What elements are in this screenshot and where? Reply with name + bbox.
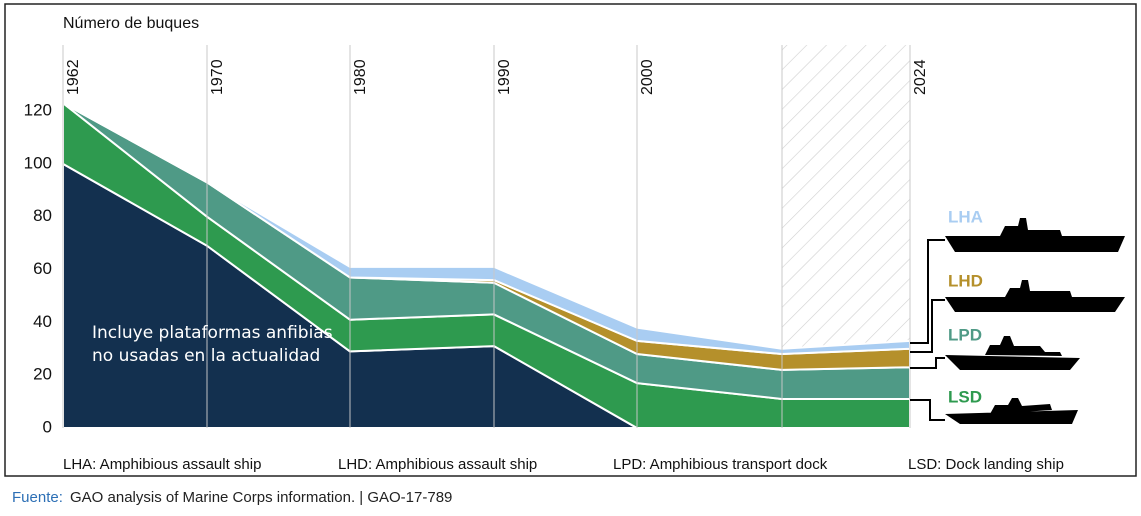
x-tick-label: 1962 <box>65 59 82 95</box>
connector <box>910 400 945 420</box>
source-label: Fuente: <box>12 489 63 506</box>
annotation: Incluye plataformas anfibias no usadas e… <box>92 322 342 368</box>
y-tick-label: 0 <box>43 417 52 436</box>
chart: Número de buques 19621970198019902000202… <box>0 0 1141 516</box>
description: LHA: Amphibious assault ship <box>63 456 261 473</box>
x-tick-label: 2024 <box>912 59 929 95</box>
legend-label: LHA <box>948 207 983 226</box>
page: Número de buques 19621970198019902000202… <box>0 0 1141 516</box>
y-tick-label: 120 <box>24 101 52 120</box>
legend-label: LSD <box>948 387 982 406</box>
y-axis-title: Número de buques <box>63 15 199 32</box>
x-tick-label: 1970 <box>209 59 226 95</box>
x-tick-label: 1980 <box>352 59 369 95</box>
y-tick-label: 100 <box>24 153 52 172</box>
x-tick-label: 1990 <box>496 59 513 95</box>
legend-label: LPD <box>948 325 982 344</box>
connector <box>910 358 945 368</box>
legend-label: LHD <box>948 271 983 290</box>
x-tick-label: 2000 <box>639 59 656 95</box>
y-tick-label: 80 <box>33 206 52 225</box>
y-tick-label: 40 <box>33 312 52 331</box>
description: LHD: Amphibious assault ship <box>338 456 537 473</box>
y-tick-label: 60 <box>33 259 52 278</box>
description: LPD: Amphibious transport dock <box>613 456 828 473</box>
connector <box>910 240 945 343</box>
y-tick-label: 20 <box>33 365 52 384</box>
source-text: GAO analysis of Marine Corps information… <box>70 489 452 506</box>
description: LSD: Dock landing ship <box>908 456 1064 473</box>
ship-icons <box>910 218 1125 424</box>
